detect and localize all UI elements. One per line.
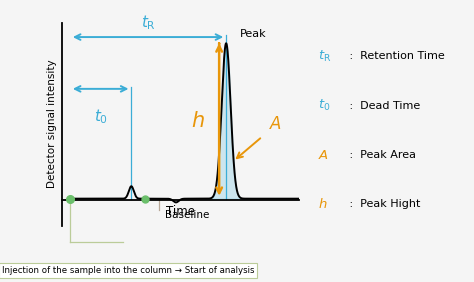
Text: :  Peak Hight: : Peak Hight	[346, 199, 420, 210]
Text: $t_\mathrm{R}$: $t_\mathrm{R}$	[141, 13, 155, 32]
Text: :  Dead Time: : Dead Time	[346, 101, 420, 111]
Text: Injection of the sample into the column → Start of analysis: Injection of the sample into the column …	[2, 266, 254, 275]
X-axis label: Time: Time	[165, 205, 195, 218]
Text: $A$: $A$	[318, 149, 328, 162]
Text: $t_0$: $t_0$	[318, 98, 330, 113]
Text: Peak: Peak	[240, 29, 267, 39]
Y-axis label: Detector signal intensity: Detector signal intensity	[47, 60, 57, 188]
Text: :  Retention Time: : Retention Time	[346, 51, 445, 61]
Text: $A$: $A$	[269, 115, 283, 133]
Text: $t_\mathrm{R}$: $t_\mathrm{R}$	[318, 49, 331, 64]
Text: :  Peak Area: : Peak Area	[346, 150, 416, 160]
Text: $t_0$: $t_0$	[93, 107, 108, 126]
Text: Baseline: Baseline	[165, 210, 209, 220]
Text: $h$: $h$	[318, 197, 327, 212]
Text: $h$: $h$	[191, 111, 205, 131]
